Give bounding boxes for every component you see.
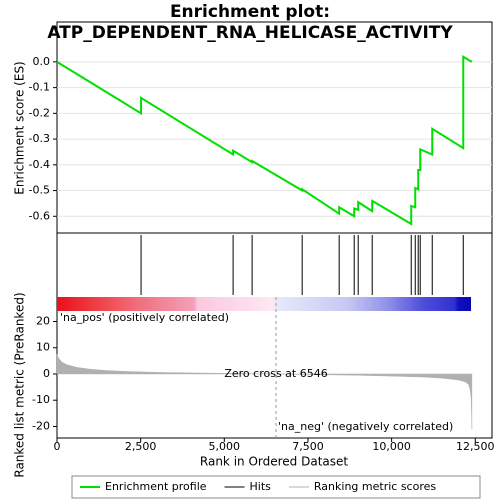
lower-panel — [56, 232, 493, 439]
y-tick-label: -10 — [32, 393, 50, 406]
x-tick-label: 0 — [54, 440, 61, 453]
annotation: Zero cross at 6546 — [224, 367, 327, 380]
x-tick-label: 7,500 — [292, 440, 324, 453]
metric-area — [56, 354, 473, 430]
y-tick-label: 20 — [36, 314, 50, 327]
x-tick-label: 5,000 — [209, 440, 241, 453]
y-tick-label: 10 — [36, 341, 50, 354]
y-axis-label: Enrichment score (ES) — [13, 61, 27, 194]
annotation: 'na_pos' (positively correlated) — [60, 311, 229, 324]
annotation: 'na_neg' (negatively correlated) — [278, 420, 453, 433]
chart-title: ATP_DEPENDENT_RNA_HELICASE_ACTIVITY — [47, 23, 453, 43]
legend-label: Hits — [250, 480, 272, 493]
x-tick-label: 2,500 — [125, 440, 157, 453]
y-axis-label: Ranked list metric (PreRanked) — [13, 292, 27, 477]
x-tick-label: 10,000 — [372, 440, 411, 453]
y-tick-label: -0.4 — [29, 158, 50, 171]
es-panel — [56, 21, 493, 234]
chart-title: Enrichment plot: — [170, 2, 330, 22]
y-tick-label: 0.0 — [33, 55, 51, 68]
legend-label: Ranking metric scores — [314, 480, 436, 493]
legend-label: Enrichment profile — [105, 480, 207, 493]
y-tick-label: 0 — [43, 367, 50, 380]
y-tick-label: -0.2 — [29, 106, 50, 119]
x-axis-label: Rank in Ordered Dataset — [200, 455, 348, 469]
color-bar — [57, 297, 471, 311]
y-tick-label: -0.1 — [29, 81, 50, 94]
y-tick-label: -0.3 — [29, 132, 50, 145]
legend — [71, 475, 481, 499]
y-tick-label: -0.6 — [29, 209, 50, 222]
y-tick-label: -0.5 — [29, 184, 50, 197]
y-tick-label: -20 — [32, 419, 50, 432]
es-line — [56, 54, 473, 226]
x-tick-label: 12,500 — [456, 440, 495, 453]
